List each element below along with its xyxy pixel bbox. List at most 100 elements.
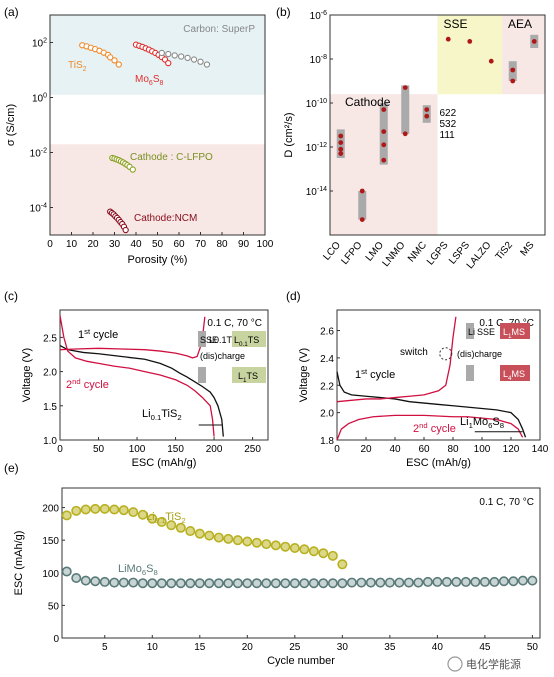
axes-frame <box>336 309 541 441</box>
y-tick-label: 100 <box>42 569 59 580</box>
data-point <box>185 526 196 537</box>
data-point <box>441 576 452 587</box>
data-point <box>137 578 148 589</box>
x-tick-label: 0 <box>47 239 53 250</box>
data-point <box>289 578 300 589</box>
x-axis-label: Cycle number <box>267 655 335 667</box>
annotation-2nd-cycle: 2nd cycle <box>413 421 456 435</box>
axes-frame <box>61 487 541 639</box>
nmc-label: 111 <box>440 130 456 141</box>
annotation-condition: 0.1 C, 70 °C <box>479 497 534 508</box>
data-point <box>107 54 114 61</box>
series-line <box>336 316 457 403</box>
data-point <box>403 577 414 588</box>
data-point <box>158 49 165 57</box>
x-axis-label: Porosity (%) <box>128 254 188 266</box>
x-tick-label: 200 <box>206 444 223 455</box>
data-point <box>194 528 205 539</box>
data-point <box>280 578 291 589</box>
data-point <box>308 578 319 589</box>
data-point <box>488 58 494 64</box>
inset-sse: SSE <box>477 327 495 337</box>
y-axis-label: σ (S/cm) <box>5 104 17 146</box>
series-line <box>59 315 215 437</box>
data-point <box>384 577 395 588</box>
x-tick-label: 100 <box>129 444 146 455</box>
x-tick-label: 50 <box>152 239 164 250</box>
series-line <box>59 345 224 437</box>
data-point <box>90 576 101 587</box>
data-point <box>223 533 234 544</box>
x-tick-label: 50 <box>93 444 105 455</box>
data-point <box>109 577 120 588</box>
data-point <box>251 537 262 548</box>
nmc-label: 532 <box>440 119 457 130</box>
y-tick-label: 0 <box>53 634 59 645</box>
wechat-icon <box>447 656 463 672</box>
data-point <box>175 522 186 533</box>
y-tick-label: 100 <box>32 93 47 105</box>
data-point <box>128 577 139 588</box>
y-tick-label: 2.2 <box>320 381 334 392</box>
data-point <box>128 507 139 518</box>
data-point <box>203 61 211 68</box>
data-point <box>232 535 243 546</box>
data-point <box>99 503 110 514</box>
inset-cathode-top <box>500 323 530 339</box>
data-point <box>381 129 387 135</box>
region-sse <box>437 15 502 95</box>
x-tick-label: 10 <box>147 642 159 653</box>
data-point <box>451 576 462 587</box>
annotation-clfpo: Cathode : C-LFPO <box>130 152 213 163</box>
data-point <box>527 575 538 586</box>
data-point <box>318 578 329 589</box>
data-point <box>156 516 167 527</box>
data-point <box>251 578 262 589</box>
data-point <box>467 39 473 44</box>
data-point <box>318 548 329 559</box>
annotation-carbon: Carbon: SuperP <box>183 24 255 35</box>
data-point <box>111 57 118 64</box>
data-point <box>184 54 191 62</box>
data-point <box>470 576 481 587</box>
x-tick-label: 80 <box>447 444 459 455</box>
data-point <box>61 566 72 577</box>
inset-l01ts: L0.1TS <box>234 335 259 348</box>
data-point <box>204 578 215 589</box>
data-point <box>346 577 357 588</box>
data-point <box>261 539 272 550</box>
x-tick-label: 70 <box>195 239 207 250</box>
y-tick-label: 200 <box>42 504 59 515</box>
data-point <box>460 576 471 587</box>
y-tick-label: 2.0 <box>43 368 57 379</box>
data-point <box>299 544 310 555</box>
data-point <box>129 166 136 173</box>
data-point <box>270 540 281 551</box>
annotation-cathode: Cathode <box>345 95 391 109</box>
annotation-tis2: TiS2 <box>68 60 87 73</box>
data-point <box>510 78 516 84</box>
x-tick-label: 100 <box>257 239 274 250</box>
inset-cathode-bottom <box>500 365 530 381</box>
data-point <box>118 505 129 516</box>
data-point <box>223 578 234 589</box>
panel-label-b: (b) <box>276 5 291 19</box>
x-tick-label: 30 <box>109 239 121 250</box>
inset-li-block <box>198 331 206 347</box>
x-tick-label: LGPS <box>425 240 451 268</box>
data-point <box>166 578 177 589</box>
data-point <box>375 577 386 588</box>
data-point <box>270 578 281 589</box>
data-point <box>177 53 185 60</box>
data-point <box>359 217 365 223</box>
watermark: 电化学能源 <box>447 656 521 672</box>
x-tick-label: MS <box>518 240 536 259</box>
annotation-2nd-cycle: 2nd cycle <box>66 377 109 391</box>
y-tick-label: 1.0 <box>43 436 57 447</box>
x-tick-label: LNMO <box>381 240 408 269</box>
y-axis-label: ESC (mAh/g) <box>13 531 25 596</box>
data-point <box>308 546 319 557</box>
data-point <box>232 578 243 589</box>
data-point <box>510 67 516 73</box>
